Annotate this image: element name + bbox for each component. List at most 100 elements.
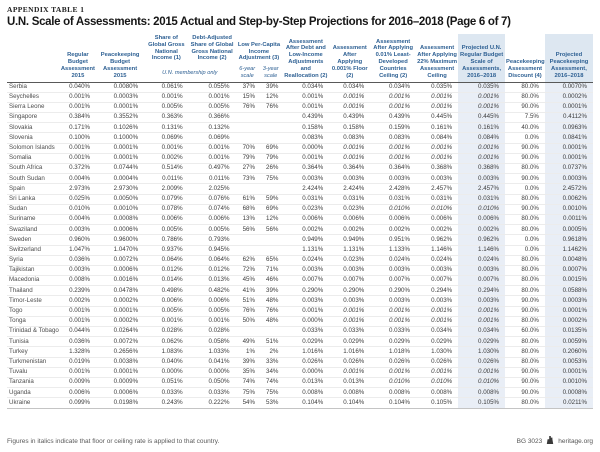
value-cell: 1.033% <box>188 346 236 358</box>
value-cell: 0.104% <box>329 397 371 409</box>
value-cell: 0.011% <box>188 173 236 185</box>
value-cell: 0.497% <box>188 163 236 175</box>
value-cell: 0.445% <box>458 112 506 124</box>
value-cell: 7.5% <box>505 112 545 124</box>
value-cell: 0.962% <box>415 234 459 246</box>
header-projected-regular: Projected U.N. Regular Budget Scale of A… <box>458 34 506 83</box>
value-cell: 0.0002% <box>544 316 593 328</box>
value-cell: 75% <box>258 387 283 399</box>
value-cell: 0.005% <box>188 102 236 114</box>
value-cell: 0.2060% <box>544 346 593 358</box>
value-cell: 2.9730% <box>96 183 145 195</box>
value-cell: 79% <box>258 153 283 165</box>
country-cell: Sweden <box>7 234 60 246</box>
value-cell: 0.0059% <box>544 336 593 348</box>
table-row: Tanzania 0.009% 0.0009% 0.051% 0.050% 74% 74% 0… <box>7 377 593 389</box>
value-cell: 80.0% <box>505 346 545 358</box>
value-cell: 0.008% <box>370 387 416 399</box>
value-cell: 0.078% <box>144 204 189 215</box>
value-cell: 0.058% <box>188 336 236 348</box>
value-cell: 0.013% <box>329 377 371 389</box>
table-row: Tajikistan 0.003% 0.0006% 0.012% 0.012% 72% 71… <box>7 265 593 277</box>
value-cell: 79% <box>235 153 259 165</box>
doc-id: BG 3023 <box>516 437 543 445</box>
heritage-logo-icon <box>546 436 554 446</box>
value-cell: 0.001% <box>415 102 459 114</box>
value-cell: 0.0008% <box>544 387 593 399</box>
value-cell: 1.016% <box>329 346 371 358</box>
value-cell: 56% <box>258 224 283 236</box>
table-row: South Africa 0.372% 0.0744% 0.514% 0.497% 27%… <box>7 163 593 175</box>
appendix-label: APPENDIX TABLE 1 <box>7 5 85 14</box>
value-cell <box>235 326 259 338</box>
table-row: Thailand 0.239% 0.0478% 0.498% 0.482% 41% 39% 0… <box>7 285 593 297</box>
value-cell: 0.024% <box>415 255 459 266</box>
value-cell: 0.0002% <box>96 295 145 307</box>
value-cell: 37% <box>235 82 259 93</box>
value-cell: 0.007% <box>415 275 459 287</box>
value-cell: 0.040% <box>144 357 189 368</box>
table-body: Serbia 0.040% 0.0080% 0.061% 0.055% 37% 39% 0.0… <box>7 82 593 409</box>
value-cell: 1.131% <box>329 245 371 256</box>
value-cell: 0.000% <box>282 316 330 328</box>
value-cell: 0.0038% <box>96 357 145 368</box>
value-cell: 0.083% <box>329 132 371 144</box>
header-after-floor: Assessment After Applying 0.001% Floor (… <box>329 34 371 83</box>
value-cell: 0.006% <box>144 295 189 307</box>
value-cell: 80.0% <box>505 163 545 175</box>
value-cell: 0.0010% <box>544 377 593 389</box>
value-cell: 0.010% <box>458 377 506 389</box>
value-cell: 0.0072% <box>96 255 145 266</box>
value-cell: 0.001% <box>329 316 371 328</box>
table-row: Ukraine 0.099% 0.0198% 0.243% 0.222% 54% 53% 0.… <box>7 397 593 409</box>
value-cell: 0.033% <box>370 326 416 338</box>
value-cell: 0.000% <box>144 367 189 378</box>
value-cell: 0.033% <box>282 326 330 338</box>
value-cell: 0.514% <box>144 163 189 175</box>
value-cell: 90.0% <box>505 204 545 215</box>
value-cell: 0.001% <box>458 316 506 328</box>
value-cell <box>258 245 283 256</box>
table-row: Turkmenistan 0.019% 0.0038% 0.040% 0.041% 39%… <box>7 357 593 368</box>
value-cell: 0.003% <box>458 173 506 185</box>
value-cell: 76% <box>258 306 283 317</box>
value-cell: 0.040% <box>59 82 97 93</box>
country-cell: Slovenia <box>7 132 60 144</box>
value-cell: 0.003% <box>329 265 371 277</box>
country-cell: Singapore <box>7 112 60 124</box>
value-cell: 2.973% <box>59 183 97 195</box>
country-cell: Togo <box>7 306 60 317</box>
value-cell: 0.171% <box>59 122 97 134</box>
value-cell: 0.003% <box>329 173 371 185</box>
value-cell: 0.012% <box>144 265 189 277</box>
value-cell: 0.498% <box>144 285 189 297</box>
value-cell: 0.786% <box>144 234 189 246</box>
value-cell: 68% <box>235 204 259 215</box>
value-cell: 41% <box>235 285 259 297</box>
value-cell: 0.033% <box>144 387 189 399</box>
value-cell: 0.031% <box>282 194 330 205</box>
table-row: Seychelles 0.001% 0.0003% 0.001% 0.001% 15% 12… <box>7 92 593 103</box>
value-cell: 0.243% <box>144 397 189 409</box>
value-cell: 74% <box>235 377 259 389</box>
country-cell: Switzerland <box>7 245 60 256</box>
value-cell: 0.0% <box>505 183 545 195</box>
value-cell: 0.084% <box>458 132 506 144</box>
value-cell: 0.0005% <box>544 224 593 236</box>
value-cell: 2.025% <box>188 183 236 195</box>
value-cell: 0.001% <box>458 92 506 103</box>
value-cell: 0.4112% <box>544 112 593 124</box>
site-link[interactable]: heritage.org <box>558 437 593 445</box>
value-cell: 46% <box>258 275 283 287</box>
value-cell: 0.001% <box>144 143 189 154</box>
value-cell: 0.044% <box>59 326 97 338</box>
value-cell: 0.001% <box>59 316 97 328</box>
value-cell: 0.026% <box>282 357 330 368</box>
value-cell: 49% <box>235 336 259 348</box>
table-row: Swaziland 0.003% 0.0006% 0.005% 0.005% 56% 56%… <box>7 224 593 236</box>
value-cell: 80.0% <box>505 92 545 103</box>
value-cell: 0.0001% <box>544 102 593 114</box>
value-cell <box>258 234 283 246</box>
value-cell: 59% <box>258 194 283 205</box>
